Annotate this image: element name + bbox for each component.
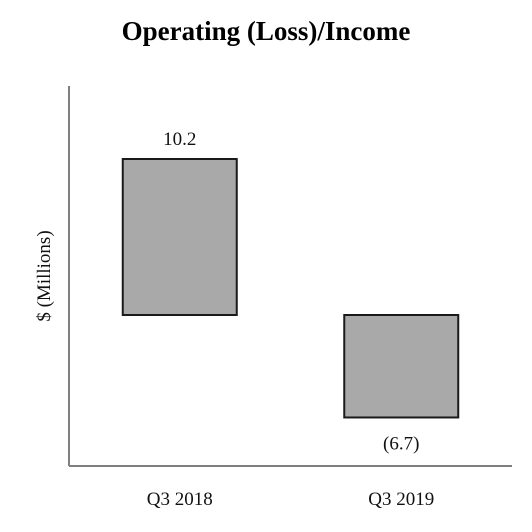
data-label: 10.2: [163, 129, 196, 150]
x-tick-label: Q3 2019: [368, 489, 434, 510]
y-axis-label: $ (Millions): [34, 230, 55, 321]
bar-q3-2019: [343, 314, 460, 419]
bars-group: 10.2 Q3 2018 (6.7) Q3 2019: [121, 129, 460, 510]
x-tick-label: Q3 2018: [147, 489, 213, 510]
bar-q3-2018: [121, 158, 238, 316]
data-label: (6.7): [383, 433, 419, 454]
chart-title: Operating (Loss)/Income: [121, 16, 411, 46]
